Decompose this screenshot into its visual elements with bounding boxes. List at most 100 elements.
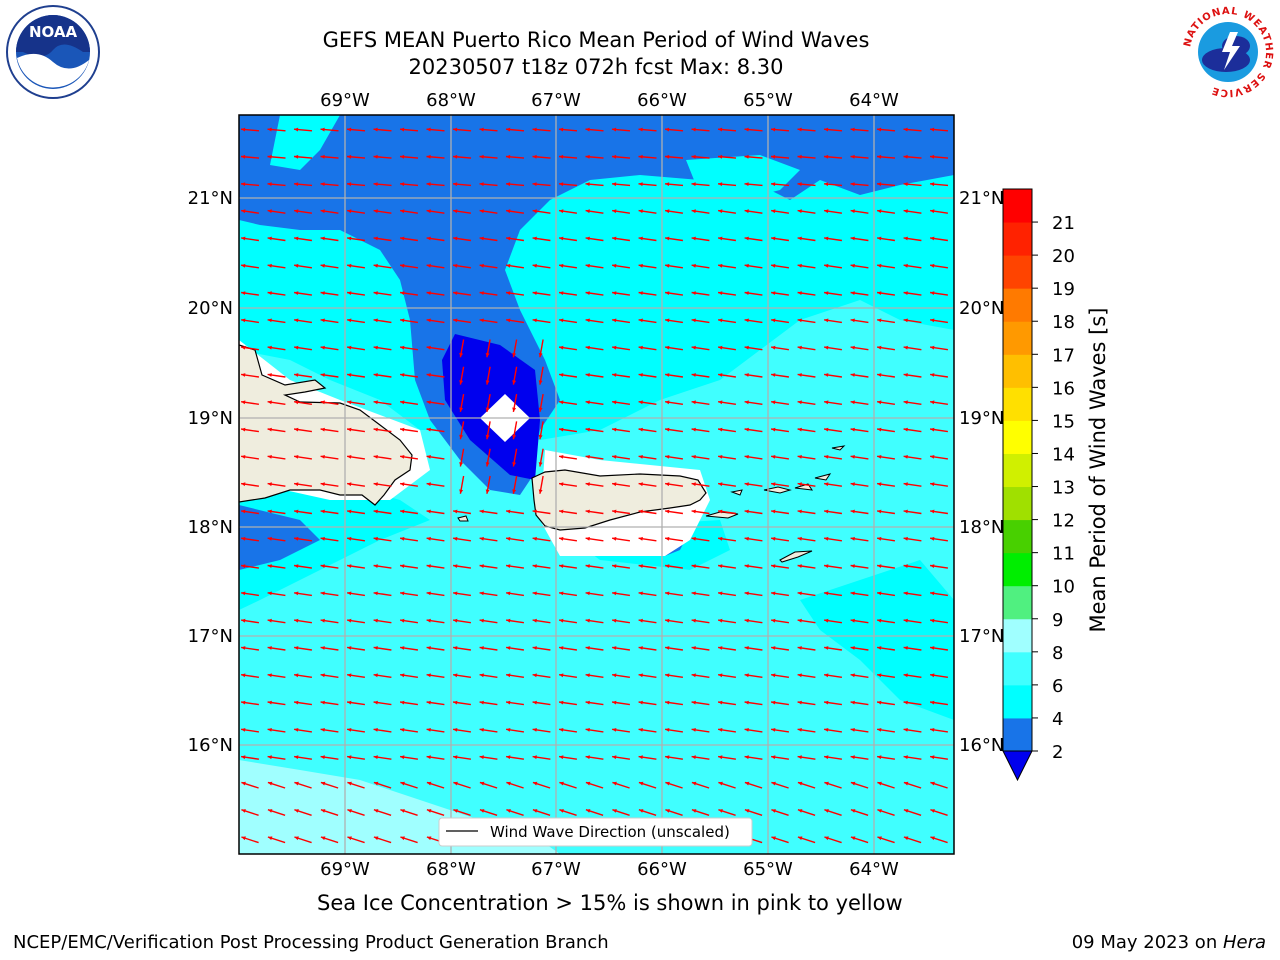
wind-arrow-head: [241, 209, 246, 214]
wind-arrow-head: [585, 564, 590, 568]
wind-arrow-head: [718, 809, 723, 813]
wind-arrow-head: [903, 564, 908, 568]
wind-arrow-head: [241, 673, 246, 678]
wind-arrow-head: [824, 263, 829, 268]
wind-arrow-head: [850, 509, 855, 514]
wind-arrow-head: [771, 618, 776, 623]
wind-arrow-head: [506, 536, 511, 541]
wind-arrow-head: [426, 373, 431, 377]
wind-arrow-head: [479, 618, 484, 623]
wind-arrow-head: [612, 591, 617, 596]
wind-arrow-head: [373, 291, 378, 295]
wind-arrow-head: [771, 809, 776, 813]
wind-arrow-head: [771, 291, 776, 295]
colorbar-frame: [1002, 188, 1033, 752]
wind-arrow-head: [267, 345, 272, 350]
wind-arrow-head: [930, 182, 935, 187]
wind-arrow-head: [638, 427, 643, 432]
wind-arrow-head: [665, 673, 670, 678]
wind-arrow-head: [718, 646, 723, 650]
wind-arrow-head: [771, 591, 776, 596]
wind-arrow-head: [877, 673, 882, 678]
wind-arrow-head: [373, 781, 379, 786]
wind-arrow-head: [824, 564, 829, 568]
wind-arrow-head: [294, 127, 299, 132]
wind-arrow-head: [691, 673, 696, 678]
wind-arrow-head: [294, 427, 299, 432]
wind-arrow-head: [850, 809, 856, 813]
wind-arrow-head: [320, 154, 325, 159]
wind-arrow-head: [824, 509, 829, 514]
tortola: [814, 473, 832, 481]
lon-label: 65°W: [743, 859, 793, 880]
wind-arrow-head: [294, 618, 299, 623]
wind-arrow-head: [267, 728, 272, 732]
wind-arrow-head: [373, 591, 378, 596]
wind-arrow-head: [930, 755, 935, 760]
wind-arrow-head: [903, 182, 908, 187]
wind-arrow-head: [559, 618, 564, 623]
wind-arrow-head: [691, 263, 696, 268]
wind-arrow-head: [771, 836, 776, 841]
wind-arrow-head: [744, 427, 749, 432]
wind-arrow-head: [930, 781, 935, 786]
wind-arrow-head: [400, 373, 405, 377]
wind-arrow-head: [267, 236, 272, 241]
wind-arrow-head: [373, 728, 378, 732]
wind-arrow-head: [612, 618, 617, 623]
wind-arrow-head: [559, 318, 564, 323]
wind-arrow-head: [559, 700, 564, 705]
colorbar-segment: [1003, 354, 1032, 388]
wind-arrow-head: [294, 373, 299, 377]
wind-arrow-head: [638, 127, 643, 132]
wind-arrow-head: [241, 618, 246, 623]
wind-arrow-head: [373, 154, 378, 159]
wind-arrow-head: [294, 236, 299, 241]
wind-arrow-head: [691, 591, 696, 596]
wind-arrow-head: [691, 209, 696, 214]
wind-arrow-head: [347, 591, 352, 596]
wind-arrow-head: [320, 318, 325, 323]
wind-arrow-head: [824, 591, 829, 596]
wind-arrow-head: [877, 455, 882, 459]
wind-arrow-head: [453, 781, 458, 786]
wind-arrow-head: [930, 318, 935, 323]
wind-arrow-head: [771, 400, 776, 405]
wind-arrow-head: [512, 489, 517, 494]
wind-arrow-head: [400, 482, 405, 487]
wind-arrow-head: [347, 673, 352, 678]
wind-arrow-head: [930, 591, 935, 596]
colorbar-tick-label: 12: [1052, 511, 1075, 532]
wind-arrow-head: [638, 809, 644, 813]
wind-arrow-head: [479, 564, 484, 568]
wind-arrow-head: [771, 127, 776, 132]
lat-label: 19°N: [188, 408, 233, 429]
wind-arrow-head: [506, 154, 511, 159]
wind-arrow-head: [320, 373, 325, 377]
graticule: [239, 115, 954, 854]
wind-arrow-head: [559, 728, 564, 732]
wind-arrow-head: [850, 154, 855, 159]
wind-arrow-head: [294, 209, 299, 214]
map-area: [239, 115, 954, 854]
wind-arrow-head: [691, 509, 696, 514]
wind-arrow-head: [267, 809, 273, 813]
wind-arrow-head: [665, 536, 670, 541]
wind-arrow-head: [691, 345, 696, 350]
wind-arrow-head: [426, 618, 431, 623]
wind-arrow-head: [347, 236, 352, 241]
wind-arrow-head: [612, 182, 617, 187]
wind-arrow-head: [294, 509, 299, 514]
wind-arrow-head: [691, 236, 696, 241]
wind-arrow-head: [373, 836, 379, 841]
colorbar-segment: [1003, 717, 1032, 752]
wind-arrow-head: [426, 836, 432, 841]
wind-arrow-head: [930, 482, 935, 487]
wind-arrow-head: [771, 564, 776, 568]
wind-arrow-head: [638, 236, 643, 241]
wind-arrow-head: [347, 836, 352, 841]
lat-label: 18°N: [959, 517, 1004, 538]
wind-arrow-head: [585, 236, 590, 241]
wind-arrow-head: [771, 263, 776, 268]
wind-arrow-head: [267, 373, 272, 377]
